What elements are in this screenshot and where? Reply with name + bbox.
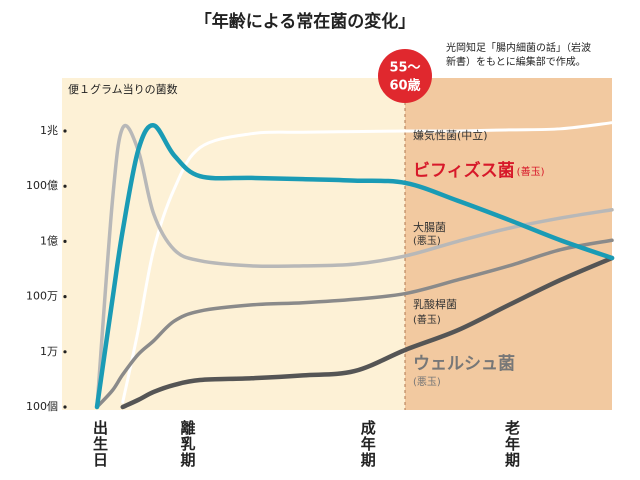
y-axis-label: 便１グラム当りの菌数 <box>68 82 178 96</box>
legend-label: 嫌気性菌(中立) <box>413 128 488 142</box>
y-tick-label: 100億 <box>26 179 58 192</box>
legend-label: 大腸菌 <box>413 220 446 234</box>
legend-sublabel: (善玉) <box>517 165 545 178</box>
annotation-badge <box>378 49 432 103</box>
y-tick-label: 1億 <box>40 234 58 247</box>
y-tick-mark <box>63 350 67 354</box>
y-tick-mark <box>63 295 67 299</box>
legend-sublabel: (悪玉) <box>413 376 441 388</box>
y-tick-mark <box>63 405 67 409</box>
x-tick-label: 離乳期 <box>179 419 197 468</box>
legend-label: ビフィズス菌 <box>413 160 515 181</box>
y-tick-label: 100万 <box>26 290 58 303</box>
series-line <box>121 121 614 404</box>
x-tick-label: 老年期 <box>503 419 521 468</box>
series-line <box>94 123 615 410</box>
series-line <box>95 124 614 409</box>
source: 新書）をもとに編集部で作成。 <box>446 55 586 68</box>
series-line <box>120 255 615 410</box>
annotation: 60歳 <box>389 78 420 94</box>
y-tick-mark <box>63 184 67 188</box>
legend-sublabel: (悪玉) <box>413 235 441 247</box>
y-tick-mark <box>63 129 67 133</box>
legend-label: ウェルシュ菌 <box>413 354 515 374</box>
x-tick-label: 成年期 <box>359 419 377 468</box>
y-tick-label: 100個 <box>26 400 58 413</box>
y-tick-label: 1万 <box>40 345 58 358</box>
chart-title: 「年齢による常在菌の変化」 <box>195 11 416 32</box>
y-tick-mark <box>63 239 67 243</box>
legend-sublabel: (善玉) <box>413 313 441 326</box>
legend-label: 乳酸桿菌 <box>413 297 457 311</box>
y-tick-label: 1兆 <box>40 124 58 137</box>
x-tick-label: 出生日 <box>91 419 109 468</box>
annotation: 55〜 <box>389 61 420 76</box>
source: 光岡知足「腸内細菌の話」（岩波 <box>446 41 591 54</box>
panel-young <box>62 78 405 410</box>
series-line <box>95 238 614 409</box>
